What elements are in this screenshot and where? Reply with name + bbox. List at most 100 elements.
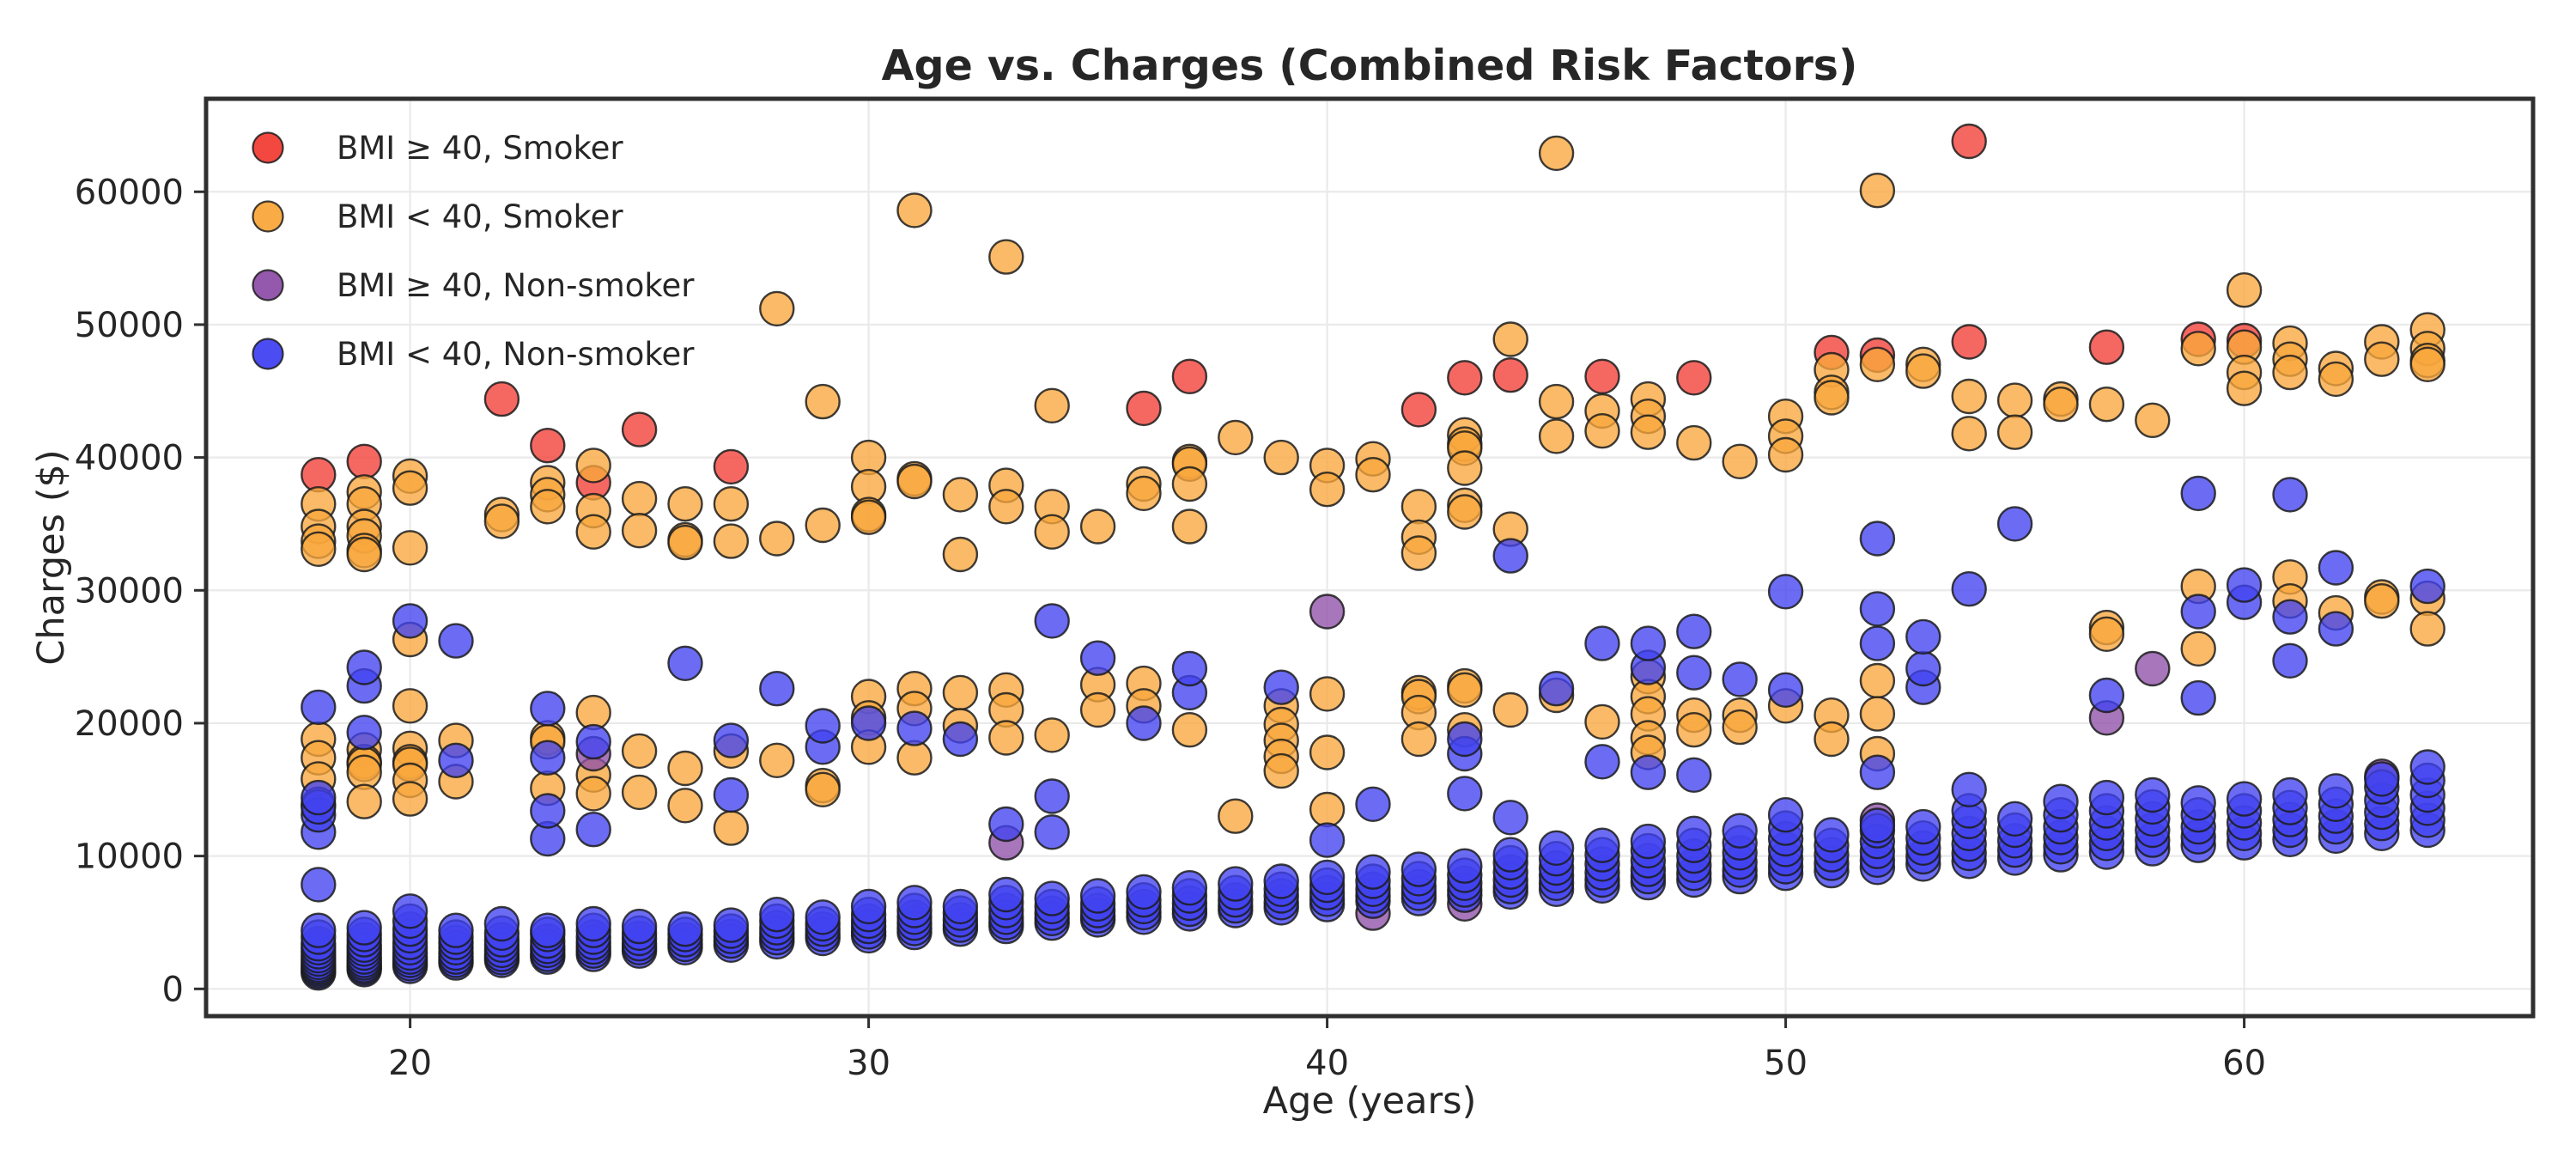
data-point [2364, 341, 2400, 377]
data-point [2318, 611, 2354, 647]
data-point [2088, 779, 2125, 816]
data-point [1447, 494, 1483, 530]
data-point [1814, 380, 1850, 416]
legend-marker [252, 200, 284, 233]
data-point [1859, 696, 1896, 732]
data-point [1859, 807, 1896, 843]
data-point [1447, 776, 1483, 812]
data-point [1400, 851, 1437, 887]
data-point [483, 381, 520, 417]
data-point [1309, 472, 1346, 508]
data-point [2088, 329, 2125, 365]
data-point [1951, 771, 1987, 807]
data-point [575, 723, 611, 760]
x-tick-label: 20 [388, 1044, 432, 1083]
data-point [667, 910, 703, 947]
data-point [438, 742, 474, 778]
data-point [896, 463, 933, 500]
legend-label: BMI < 40, Non-smoker [337, 336, 695, 373]
data-point [1126, 390, 1162, 427]
data-point [575, 776, 611, 812]
data-point [1859, 662, 1896, 699]
data-point [392, 893, 428, 929]
y-tick-label: 40000 [75, 439, 184, 478]
data-point [805, 899, 841, 935]
data-point [621, 480, 658, 517]
data-point [621, 411, 658, 448]
data-point [1126, 705, 1162, 741]
axes-spines [204, 96, 2536, 1019]
data-point [1859, 172, 1896, 209]
legend-marker [252, 338, 284, 370]
series-BMI < 40, Smoker [301, 135, 2445, 846]
data-point [392, 530, 428, 566]
data-point [2364, 761, 2400, 797]
data-point [346, 715, 382, 751]
data-point [575, 448, 611, 484]
data-point [1355, 457, 1391, 493]
data-point [896, 885, 933, 921]
data-point [1951, 571, 1987, 607]
data-point [1676, 424, 1712, 461]
data-point [1309, 822, 1346, 858]
data-point [392, 603, 428, 639]
data-point [2180, 594, 2216, 630]
data-point [1584, 703, 1620, 740]
data-point [1630, 823, 1667, 860]
data-point [667, 645, 703, 681]
data-point [713, 448, 750, 485]
data-point [1034, 778, 1070, 814]
data-point [1400, 535, 1437, 571]
data-point [1171, 869, 1208, 906]
data-point [1676, 815, 1712, 851]
data-point [1034, 880, 1070, 916]
data-point [2135, 776, 2171, 813]
data-point [805, 383, 841, 420]
data-point [575, 514, 611, 550]
data-point [2043, 387, 2079, 423]
data-point [667, 524, 703, 561]
data-point [2180, 785, 2216, 821]
data-point [713, 810, 750, 846]
data-point [1814, 817, 1850, 853]
data-point [1034, 387, 1070, 423]
data-point [1492, 538, 1528, 574]
data-point [2272, 776, 2308, 813]
data-point [2135, 402, 2171, 438]
data-point [1492, 321, 1528, 357]
data-point [1584, 827, 1620, 863]
data-point [805, 708, 841, 744]
data-point [1859, 521, 1896, 557]
data-point [346, 536, 382, 573]
legend-marker [252, 269, 284, 301]
series-BMI < 40, Non-smoker [301, 475, 2445, 991]
data-point [1584, 358, 1620, 394]
data-point [1492, 837, 1528, 873]
data-point [805, 771, 841, 807]
data-point [1996, 414, 2033, 450]
data-point [530, 793, 566, 829]
data-point [575, 905, 611, 942]
data-point [2318, 361, 2354, 398]
data-point [1079, 508, 1116, 545]
data-point [1355, 854, 1391, 890]
data-point [2180, 630, 2216, 667]
data-point [2272, 477, 2308, 513]
data-point [1538, 418, 1575, 454]
legend-label: BMI ≥ 40, Smoker [337, 130, 623, 167]
legend-marker [252, 131, 284, 164]
data-point [301, 779, 337, 816]
data-point [2226, 272, 2263, 308]
data-point [1400, 489, 1437, 525]
data-point [667, 788, 703, 824]
data-point [1309, 734, 1346, 770]
data-point [713, 776, 750, 813]
data-point [942, 888, 979, 925]
data-point [2409, 568, 2445, 605]
data-point [1400, 392, 1437, 428]
data-point [1905, 353, 1941, 389]
data-point [1538, 671, 1575, 707]
data-point [1722, 661, 1758, 697]
